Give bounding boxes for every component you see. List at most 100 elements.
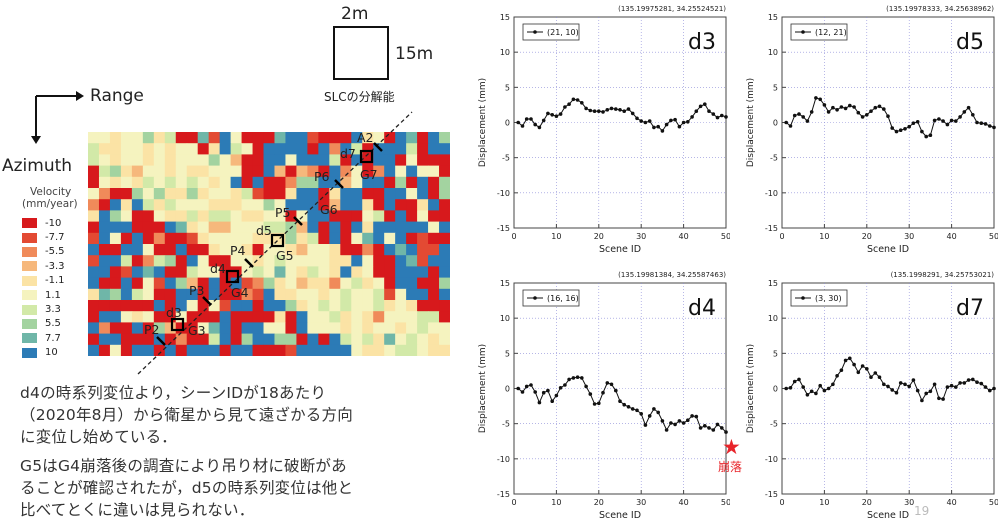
velocity-cell <box>329 143 341 155</box>
velocity-cell <box>318 221 330 234</box>
velocity-cell <box>296 143 308 155</box>
data-point <box>945 122 950 127</box>
velocity-cell <box>131 154 144 167</box>
data-point <box>635 408 639 413</box>
marker-p2 <box>156 336 166 346</box>
velocity-cell <box>318 210 330 223</box>
velocity-cell <box>318 311 330 323</box>
velocity-cell <box>197 255 210 267</box>
velocity-cell <box>417 154 429 167</box>
velocity-cell <box>208 143 221 155</box>
velocity-cell <box>340 300 352 312</box>
velocity-cell <box>351 311 363 323</box>
data-point <box>546 388 550 393</box>
velocity-cell <box>395 333 407 346</box>
velocity-cell <box>208 210 221 223</box>
label-d4: d4 <box>210 261 226 276</box>
star-icon: ★ <box>722 435 741 459</box>
velocity-cell <box>318 199 330 211</box>
velocity-cell <box>98 288 111 301</box>
velocity-cell <box>230 300 243 312</box>
velocity-cell <box>263 221 275 234</box>
velocity-cell <box>263 244 275 256</box>
data-point <box>992 386 996 391</box>
velocity-cell <box>88 132 100 144</box>
velocity-cell <box>175 188 188 200</box>
data-point <box>592 109 597 113</box>
data-point <box>911 121 916 125</box>
series-legend-label: (12, 21) <box>815 28 847 37</box>
data-point <box>554 393 559 398</box>
velocity-cell <box>406 143 418 155</box>
y-tick-label: -15 <box>765 224 778 233</box>
data-point <box>656 410 660 415</box>
data-point <box>873 105 878 110</box>
data-point <box>983 122 988 126</box>
velocity-cell <box>384 143 396 155</box>
data-point <box>681 120 686 125</box>
velocity-cell <box>109 143 122 155</box>
velocity-cell <box>186 277 199 290</box>
series-legend-marker <box>533 296 537 300</box>
velocity-cell <box>417 176 429 189</box>
velocity-cell <box>296 165 308 178</box>
collapse-label: 崩落 <box>718 460 743 474</box>
velocity-cell <box>164 266 177 279</box>
velocity-cell <box>395 154 407 167</box>
velocity-cell <box>329 210 341 223</box>
y-tick-label: 10 <box>500 314 510 323</box>
velocity-cell <box>175 176 188 189</box>
velocity-cell <box>241 132 254 144</box>
velocity-cell <box>219 176 232 189</box>
label-g6: G6 <box>320 202 338 217</box>
data-point <box>814 96 818 100</box>
velocity-cell <box>373 232 385 245</box>
velocity-cell <box>318 143 330 155</box>
velocity-cell <box>98 277 111 290</box>
data-point <box>558 386 563 390</box>
data-point <box>941 397 945 401</box>
velocity-cell <box>164 176 177 189</box>
data-point <box>580 376 584 380</box>
velocity-cell <box>186 244 199 256</box>
velocity-cell <box>175 165 188 178</box>
data-point <box>928 133 933 137</box>
description-line: G5はG4崩落後の調査により吊り材に破断があ <box>20 457 347 475</box>
data-point <box>584 384 588 389</box>
velocity-cell <box>241 221 254 234</box>
data-point <box>843 106 848 111</box>
data-point <box>801 115 805 119</box>
velocity-cell <box>131 288 144 301</box>
velocity-cell <box>241 154 254 167</box>
legend-label: 1.1 <box>45 289 61 301</box>
velocity-cell <box>88 344 100 357</box>
legend-label: -10 <box>45 217 62 229</box>
velocity-cell <box>175 344 188 357</box>
velocity-cell <box>329 288 341 301</box>
velocity-cell <box>406 266 418 279</box>
velocity-cell <box>230 344 243 357</box>
description-line: に変位し始めている． <box>20 428 178 446</box>
velocity-cell <box>88 188 100 200</box>
velocity-cell <box>175 322 188 335</box>
data-point <box>903 127 907 131</box>
x-tick-label: 0 <box>779 498 784 507</box>
velocity-cell <box>428 232 440 245</box>
velocity-cell <box>142 165 155 178</box>
velocity-cell <box>208 154 221 167</box>
velocity-cell <box>340 244 352 256</box>
data-point <box>724 115 728 119</box>
data-point <box>533 122 537 127</box>
data-point <box>983 385 988 389</box>
velocity-cell <box>230 188 243 200</box>
velocity-cell <box>230 221 243 234</box>
velocity-cell <box>186 165 199 178</box>
velocity-cell <box>351 244 363 256</box>
velocity-cell <box>98 199 111 211</box>
velocity-cell <box>153 344 166 357</box>
velocity-cell <box>384 165 396 178</box>
velocity-cell <box>274 176 286 189</box>
data-point <box>788 386 793 390</box>
velocity-cell <box>340 143 352 155</box>
data-point <box>907 124 911 129</box>
